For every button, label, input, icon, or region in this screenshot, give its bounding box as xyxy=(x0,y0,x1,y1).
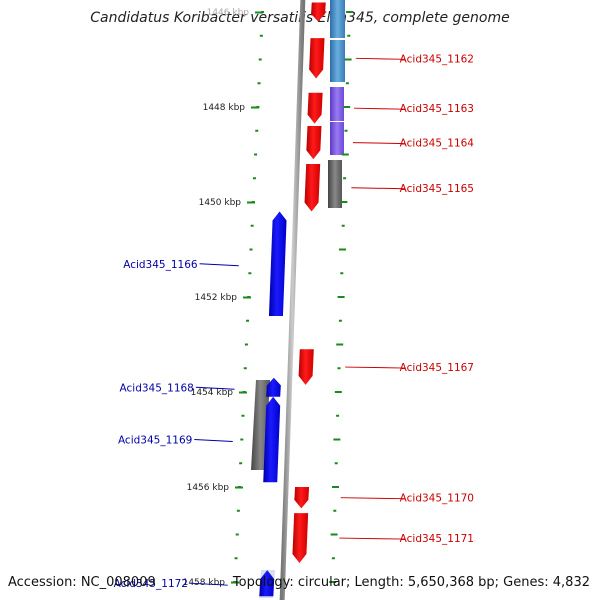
gene-arrow-acid345-1171[interactable] xyxy=(292,513,309,563)
gene-arrow[interactable] xyxy=(311,2,326,22)
gene-label-leader xyxy=(351,187,406,190)
scale-label: 1452 kbp xyxy=(195,293,238,303)
tick-dot xyxy=(243,367,247,370)
gene-arrow-acid345-1162[interactable] xyxy=(309,38,325,79)
tick-dot xyxy=(343,106,351,108)
tick-dot xyxy=(332,486,339,488)
gene-arrow-acid345-1163[interactable] xyxy=(307,92,323,124)
gene-label-acid345-1171[interactable]: Acid345_1171 xyxy=(400,533,474,545)
tick-dot xyxy=(257,82,261,85)
gene-label-acid345-1170[interactable]: Acid345_1170 xyxy=(400,493,474,505)
tick-dot xyxy=(339,248,346,251)
tick-dot xyxy=(333,438,341,441)
gene-label-acid345-1163[interactable]: Acid345_1163 xyxy=(400,103,474,115)
tick-dot xyxy=(337,367,341,370)
gene-label-leader xyxy=(339,537,406,540)
gene-arrow-acid345-1165[interactable] xyxy=(304,164,321,212)
gene-label-acid345-1169[interactable]: Acid345_1169 xyxy=(118,435,192,447)
gene-arrow-acid345-1170[interactable] xyxy=(294,487,310,509)
tick-dot xyxy=(343,177,347,180)
scale-label: 1454 kbp xyxy=(191,388,234,398)
genome-backbone xyxy=(279,0,306,600)
tick-dot xyxy=(334,462,338,465)
track-feature-steel xyxy=(330,40,345,82)
tick-dot xyxy=(249,248,253,251)
gene-label-leader xyxy=(352,142,406,145)
tick-dot xyxy=(336,414,340,417)
gene-arrow-acid345-1168[interactable] xyxy=(266,377,281,397)
tick-dot xyxy=(241,414,245,417)
tick-dot xyxy=(250,224,254,227)
tick-dot xyxy=(235,533,239,536)
tick-dot xyxy=(244,343,248,346)
scale-label: 1450 kbp xyxy=(199,198,242,208)
tick-dot xyxy=(345,82,349,85)
tick-dot xyxy=(346,11,353,13)
tick-dot xyxy=(340,272,344,275)
track-feature-gray xyxy=(328,160,342,208)
tick-dot xyxy=(254,153,258,156)
tick-dot xyxy=(333,509,337,512)
gene-label-acid345-1167[interactable]: Acid345_1167 xyxy=(400,362,474,374)
scale-label: 1456 kbp xyxy=(187,483,230,493)
tick-dot xyxy=(337,296,345,298)
gene-label-acid345-1164[interactable]: Acid345_1164 xyxy=(400,138,475,150)
gene-label-leader xyxy=(340,497,406,500)
tick-dot xyxy=(259,34,263,37)
gene-label-acid345-1162[interactable]: Acid345_1162 xyxy=(400,53,474,65)
tick-dot xyxy=(258,58,262,61)
gene-arrow-acid345-1167[interactable] xyxy=(298,349,314,385)
gene-label-leader xyxy=(345,366,406,369)
tick-dot xyxy=(236,509,240,512)
tick-dot xyxy=(336,343,344,346)
track-feature-steel xyxy=(330,0,345,38)
tick-dot xyxy=(338,319,342,322)
tick-dot xyxy=(248,272,252,275)
tick-dot xyxy=(239,462,243,465)
tick-dot xyxy=(331,557,335,560)
gene-label-acid345-1168[interactable]: Acid345_1168 xyxy=(120,382,194,394)
gene-labels: Acid345_1162 Acid345_1163 Acid345_1164 Acid… xyxy=(114,53,475,590)
scale-label: 1448 kbp xyxy=(203,103,246,113)
scale-label: 1446 kbp xyxy=(207,8,250,18)
gene-label-acid345-1172[interactable]: Acid345_1172 xyxy=(114,578,188,590)
tick-dot xyxy=(344,129,348,132)
track-feature-purple xyxy=(330,87,344,121)
tick-dot xyxy=(340,201,348,203)
tick-dot xyxy=(341,153,349,156)
gene-arrow-acid345-1166[interactable] xyxy=(268,211,287,317)
tick-dot xyxy=(252,177,256,180)
tick-dot xyxy=(234,557,238,560)
tick-dot xyxy=(255,129,259,132)
gene-label-leader xyxy=(354,107,406,110)
gene-label-leader xyxy=(199,263,239,267)
tick-dot xyxy=(341,224,345,227)
gene-arrow-acid345-1169[interactable] xyxy=(263,396,281,483)
tick-dot xyxy=(344,58,352,61)
gene-arrow-acid345-1172[interactable] xyxy=(259,570,275,597)
tick-dot xyxy=(330,533,338,536)
gene-features xyxy=(259,2,326,597)
track-feature-purple xyxy=(330,122,344,155)
gene-label-leader xyxy=(355,57,406,60)
tick-dot xyxy=(347,34,351,37)
scale-label: 1458 kbp xyxy=(183,578,226,588)
gene-label-acid345-1165[interactable]: Acid345_1165 xyxy=(400,183,474,195)
accession-text: Accession: NC_008009 xyxy=(8,575,156,590)
tick-dot xyxy=(334,391,342,393)
gene-label-acid345-1166[interactable]: Acid345_1166 xyxy=(123,259,198,271)
gene-label-leader xyxy=(195,386,235,390)
tick-dot xyxy=(240,438,244,441)
gene-label-leader xyxy=(189,582,228,586)
tick-dot xyxy=(329,581,337,583)
genome-summary-text: Topology: circular; Length: 5,650,368 bp… xyxy=(232,575,590,590)
tick-dot xyxy=(246,319,250,322)
gene-arrow-acid345-1164[interactable] xyxy=(306,126,322,160)
gene-label-leader xyxy=(194,439,233,442)
scale-axis: 1446 kbp 1448 kbp 1450 kbp 1452 kbp 1454 kbp… xyxy=(183,8,263,588)
